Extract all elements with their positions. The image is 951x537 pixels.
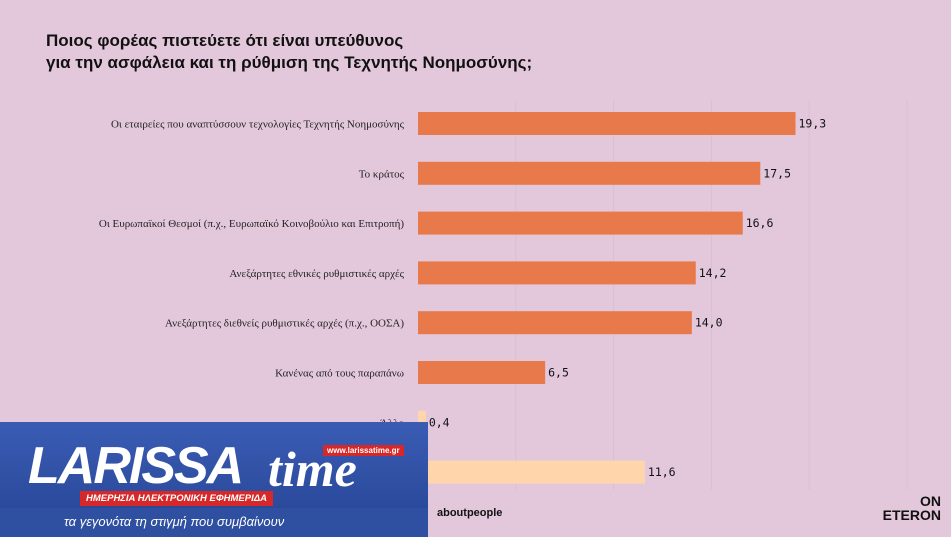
category-label-4: Ανεξάρτητες διεθνείς ρυθμιστικές αρχές (… (165, 318, 404, 330)
bar-0 (418, 112, 796, 135)
bar-3 (418, 261, 696, 285)
value-label-5: 6,5 (548, 366, 569, 380)
category-label-5: Κανένας από τους παραπάνω (275, 368, 404, 380)
value-label-3: 14,2 (699, 266, 727, 280)
chart-title: Ποιος φορέας πιστεύετε ότι είναι υπεύθυν… (46, 30, 532, 74)
chart-title-line-1: Ποιος φορέας πιστεύετε ότι είναι υπεύθυν… (46, 31, 404, 50)
brand-line-1: ON (920, 493, 941, 509)
value-label-0: 19,3 (799, 117, 827, 131)
category-label-2: Οι Ευρωπαϊκοί Θεσμοί (π.χ., Ευρωπαϊκό Κο… (99, 218, 404, 230)
larissatime-logo-banner: LARISSA time www.larissatime.gr ΗΜΕΡΗΣΙΑ… (0, 422, 428, 537)
bar-5 (418, 361, 546, 384)
value-label-1: 17,5 (763, 166, 791, 180)
bar-1 (418, 161, 761, 185)
chart-title-line-2: για την ασφάλεια και τη ρύθμιση της Τεχν… (46, 53, 533, 72)
value-label-4: 14,0 (695, 316, 723, 330)
brand-line-2: ETERON (882, 507, 941, 523)
logo-wordmark: LARISSA (28, 437, 244, 495)
value-label-6: 0,4 (429, 415, 450, 429)
bar-2 (418, 211, 743, 235)
value-label-2: 16,6 (746, 216, 774, 230)
logo-subtitle: ΗΜΕΡΗΣΙΑ ΗΛΕΚΤΡΟΝΙΚΗ ΕΦΗΜΕΡΙΔΑ (80, 491, 273, 506)
bar-7 (418, 460, 645, 484)
eteron-brand: ON ETERON (883, 494, 941, 522)
logo-url: www.larissatime.gr (323, 445, 404, 456)
value-label-7: 11,6 (648, 465, 676, 479)
bar-4 (418, 311, 692, 335)
category-label-0: Οι εταιρείες που αναπτύσσουν τεχνολογίες… (111, 119, 405, 131)
logo-tagline: τα γεγονότα τη στιγμή που συμβαίνουν (64, 514, 285, 529)
category-label-3: Ανεξάρτητες εθνικές ρυθμιστικές αρχές (229, 268, 404, 280)
source-label: aboutpeople (437, 507, 503, 519)
category-label-1: Το κράτος (359, 168, 405, 180)
